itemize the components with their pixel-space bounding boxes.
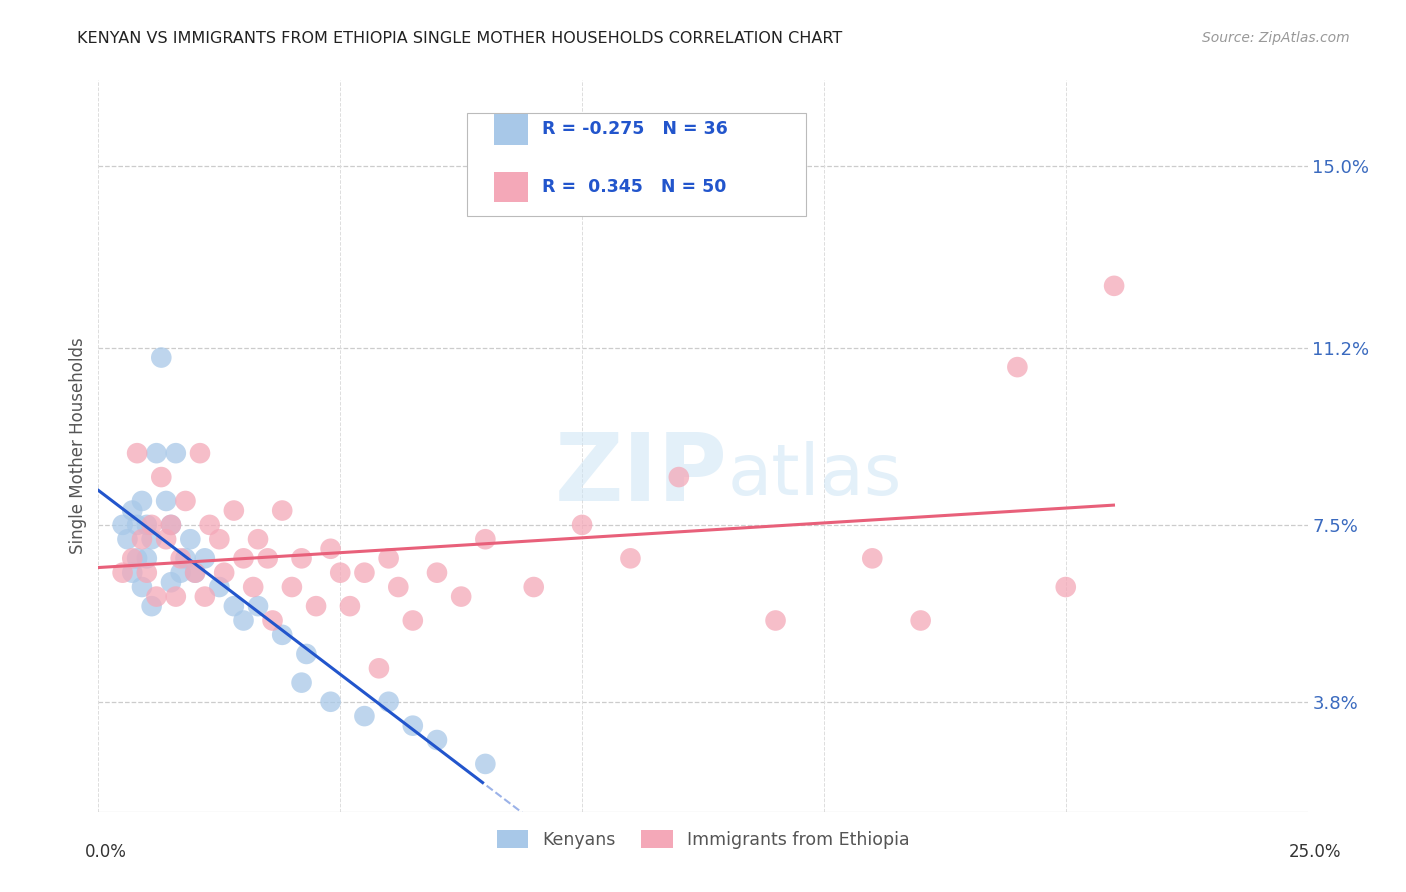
Point (402, 614, 425, 628)
Point (232, 614, 254, 628)
Point (179, 533, 201, 547)
Point (121, 566, 143, 580)
Point (402, 719, 425, 733)
Point (208, 533, 231, 547)
Text: KENYAN VS IMMIGRANTS FROM ETHIOPIA SINGLE MOTHER HOUSEHOLDS CORRELATION CHART: KENYAN VS IMMIGRANTS FROM ETHIOPIA SINGL… (77, 31, 842, 46)
Point (305, 599, 328, 614)
Point (169, 566, 191, 580)
Point (222, 503, 245, 517)
Point (232, 551, 254, 566)
Point (329, 566, 352, 580)
Point (198, 517, 221, 532)
Legend: Kenyans, Immigrants from Ethiopia: Kenyans, Immigrants from Ethiopia (489, 823, 917, 855)
Text: Source: ZipAtlas.com: Source: ZipAtlas.com (1202, 31, 1350, 45)
FancyBboxPatch shape (467, 113, 806, 216)
Bar (494, 171, 527, 202)
Point (131, 533, 153, 547)
Point (184, 566, 207, 580)
Text: R =  0.345   N = 50: R = 0.345 N = 50 (543, 178, 727, 196)
Point (222, 599, 245, 614)
Point (387, 580, 409, 594)
Point (242, 580, 264, 594)
Point (127, 446, 149, 460)
Text: 25.0%: 25.0% (1288, 843, 1341, 861)
Point (353, 709, 375, 723)
Point (247, 599, 270, 614)
Point (1102, 278, 1125, 293)
Point (1007, 360, 1029, 375)
Point (271, 503, 294, 517)
Point (571, 517, 593, 532)
Point (155, 494, 177, 508)
Point (426, 733, 449, 747)
Point (169, 551, 191, 566)
Point (765, 614, 787, 628)
Point (281, 580, 304, 594)
Point (474, 533, 496, 547)
Point (141, 599, 163, 614)
Point (208, 580, 231, 594)
Point (271, 628, 294, 642)
Point (290, 675, 312, 690)
Point (121, 551, 143, 566)
Point (160, 517, 183, 532)
Y-axis label: Single Mother Households: Single Mother Households (69, 338, 87, 554)
Point (131, 494, 153, 508)
Point (319, 541, 342, 556)
Point (127, 517, 149, 532)
Point (194, 590, 217, 604)
Point (131, 580, 153, 594)
Point (290, 551, 312, 566)
Point (619, 551, 641, 566)
Point (165, 590, 187, 604)
Point (295, 647, 318, 661)
Point (353, 566, 375, 580)
Point (256, 551, 278, 566)
Point (188, 446, 211, 460)
Point (474, 756, 496, 771)
Point (121, 503, 143, 517)
Point (111, 566, 134, 580)
Point (135, 551, 157, 566)
Point (160, 517, 183, 532)
Point (127, 551, 149, 566)
Point (145, 446, 167, 460)
Point (910, 614, 932, 628)
Point (194, 551, 217, 566)
Point (155, 533, 177, 547)
Point (450, 590, 472, 604)
Point (150, 470, 173, 484)
Point (145, 590, 167, 604)
Text: R = -0.275   N = 36: R = -0.275 N = 36 (543, 120, 728, 138)
Point (174, 494, 197, 508)
Point (523, 580, 546, 594)
Point (377, 695, 399, 709)
Point (135, 566, 157, 580)
Text: ZIP: ZIP (554, 429, 727, 521)
Point (135, 517, 157, 532)
Point (377, 551, 399, 566)
Point (212, 566, 235, 580)
Point (150, 351, 173, 365)
Point (247, 533, 270, 547)
Point (339, 599, 361, 614)
Point (860, 551, 883, 566)
Text: 0.0%: 0.0% (84, 843, 127, 861)
Point (426, 566, 449, 580)
Point (174, 551, 197, 566)
Point (141, 533, 163, 547)
Point (319, 695, 342, 709)
Point (117, 533, 139, 547)
Point (111, 517, 134, 532)
Point (1054, 580, 1077, 594)
Point (668, 470, 690, 484)
Bar (494, 114, 527, 145)
Point (262, 614, 284, 628)
Point (184, 566, 207, 580)
Point (165, 446, 187, 460)
Point (141, 517, 163, 532)
Point (368, 661, 391, 675)
Point (160, 575, 183, 590)
Text: atlas: atlas (727, 441, 901, 509)
